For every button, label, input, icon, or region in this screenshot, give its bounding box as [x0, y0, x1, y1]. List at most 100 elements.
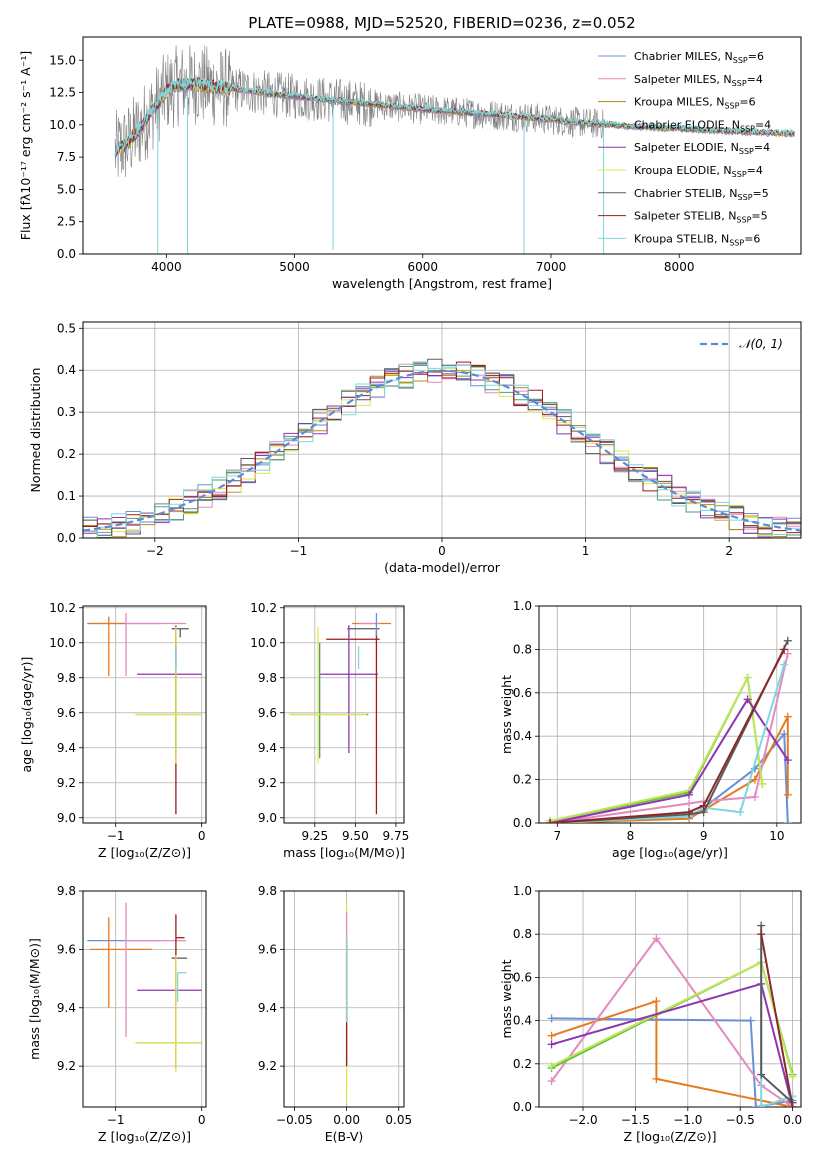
axes-frame [82, 890, 207, 1108]
error-bar [89, 917, 152, 1008]
plus-marker [685, 808, 694, 817]
error-bar [125, 902, 187, 1037]
y-tick-label: 9.6 [258, 706, 277, 720]
y-tick-label: 9.8 [258, 884, 277, 898]
plus-marker [783, 756, 792, 765]
plus-marker [757, 1070, 766, 1079]
model-spectrum-salpeter-stelib [114, 75, 795, 158]
y-tick-label: 0.8 [513, 642, 532, 656]
error-bar [290, 642, 369, 759]
y-tick-label: 0.2 [513, 773, 532, 787]
plus-marker [788, 1072, 797, 1081]
plus-marker [783, 819, 792, 823]
x-tick-label: 10 [769, 829, 784, 843]
y-tick-label: 0.3 [57, 405, 76, 419]
x-tick-label: 0 [198, 1113, 206, 1127]
y-tick-label: 9.2 [57, 1059, 76, 1073]
plus-marker [780, 660, 789, 669]
y-axis-label: mass weight [499, 959, 514, 1038]
axes-frame [538, 605, 802, 824]
x-tick-label: 9.25 [301, 829, 328, 843]
plus-marker [699, 801, 708, 810]
weight-line [549, 648, 786, 823]
y-tick-label: 0.2 [513, 1057, 532, 1071]
model-spectrum-chabrier-stelib [114, 76, 795, 156]
x-tick-label: 5000 [279, 260, 310, 274]
y-tick-label: 0.0 [513, 1100, 532, 1114]
plus-marker [743, 695, 752, 704]
y-tick-label: 10.0 [49, 636, 76, 650]
axes-frame [82, 321, 802, 539]
plus-marker [652, 997, 661, 1006]
plus-marker [750, 792, 759, 801]
error-bar [135, 627, 202, 764]
plus-marker [783, 712, 792, 721]
plus-marker [547, 1014, 556, 1023]
x-tick-label: 7000 [536, 260, 567, 274]
y-tick-label: 9.2 [57, 776, 76, 790]
x-axis-label: Z [log₁₀(Z/Z⊙)] [624, 1129, 717, 1144]
mass-vs-metallicity-panel: −1 0 9.2 9.4 9.6 9.8 Z [log₁₀(Z/Z⊙)] mass [log₁… [27, 884, 207, 1144]
legend-entry: Kroupa MILES, NSSP=6 [634, 96, 756, 111]
plot-area [545, 636, 792, 823]
plus-marker [757, 930, 766, 939]
age-vs-metallicity-panel: −1 0 9.0 9.2 9.4 9.6 9.8 10.0 10.2 Z [log₁₀(Z/Z⊙)… [19, 601, 207, 860]
plus-marker [788, 1103, 797, 1107]
plus-marker [746, 1016, 755, 1025]
x-tick-label: 0 [198, 829, 206, 843]
y-tick-label: 0.0 [513, 816, 532, 830]
y-tick-label: 0.0 [57, 247, 76, 261]
y-tick-label: 9.8 [258, 671, 277, 685]
plus-marker [545, 819, 554, 823]
legend-entry: Chabrier STELIB, NSSP=5 [634, 187, 769, 202]
y-tick-label: 0.8 [513, 927, 532, 941]
plus-marker [652, 1074, 661, 1083]
legend-entry: Salpeter ELODIE, NSSP=4 [634, 141, 770, 156]
x-tick-label: 7 [553, 829, 561, 843]
y-tick-label: 0.5 [57, 321, 76, 335]
histogram-salpeter-miles [83, 361, 801, 538]
y-tick-label: 9.0 [258, 811, 277, 825]
plus-marker [736, 808, 745, 817]
x-tick-label: 6000 [407, 260, 438, 274]
plus-marker [758, 779, 767, 788]
x-tick-label: −2.0 [568, 1113, 597, 1127]
y-axis-label: Normed distribution [28, 368, 43, 493]
legend-entry: Chabrier ELODIE, NSSP=4 [634, 118, 771, 133]
normal-curve [83, 369, 801, 532]
plus-marker [757, 1103, 766, 1107]
weight-line [551, 1000, 793, 1107]
y-axis-label: Flux [fλ10⁻¹⁷ erg cm⁻² s⁻¹ A⁻¹] [18, 51, 33, 240]
plus-marker [547, 1031, 556, 1040]
y-tick-label: 9.2 [258, 1059, 277, 1073]
y-tick-label: 1.0 [513, 884, 532, 898]
x-axis-label: E(B-V) [325, 1129, 364, 1144]
plus-marker [547, 1077, 556, 1086]
x-tick-label: −1.0 [673, 1113, 702, 1127]
y-tick-label: 7.5 [57, 150, 76, 164]
histogram-salpeter-stelib [83, 361, 801, 538]
plot-area [83, 358, 801, 538]
legend-entry: Kroupa STELIB, NSSP=6 [634, 232, 760, 247]
x-tick-label: −1 [107, 1113, 125, 1127]
x-tick-label: 9.75 [383, 829, 410, 843]
plus-marker [685, 799, 694, 808]
weight-line [549, 698, 789, 823]
x-axis-label: Z [log₁₀(Z/Z⊙)] [98, 845, 191, 860]
plot-area [114, 44, 795, 254]
plus-marker [783, 790, 792, 799]
plot-area [288, 613, 392, 815]
error-bar [135, 955, 202, 1072]
x-tick-label: −2 [146, 544, 164, 558]
x-tick-label: 0 [438, 544, 446, 558]
y-tick-label: 0.6 [513, 970, 532, 984]
y-tick-label: 10.0 [49, 118, 76, 132]
weight-line [549, 676, 764, 822]
error-bar [319, 625, 379, 753]
error-bar [176, 972, 187, 1002]
y-tick-label: 0.4 [513, 1014, 532, 1028]
weight-line [760, 934, 794, 1107]
axes-frame [283, 605, 405, 824]
x-tick-label: 8000 [664, 260, 695, 274]
y-tick-label: 1.0 [513, 599, 532, 613]
